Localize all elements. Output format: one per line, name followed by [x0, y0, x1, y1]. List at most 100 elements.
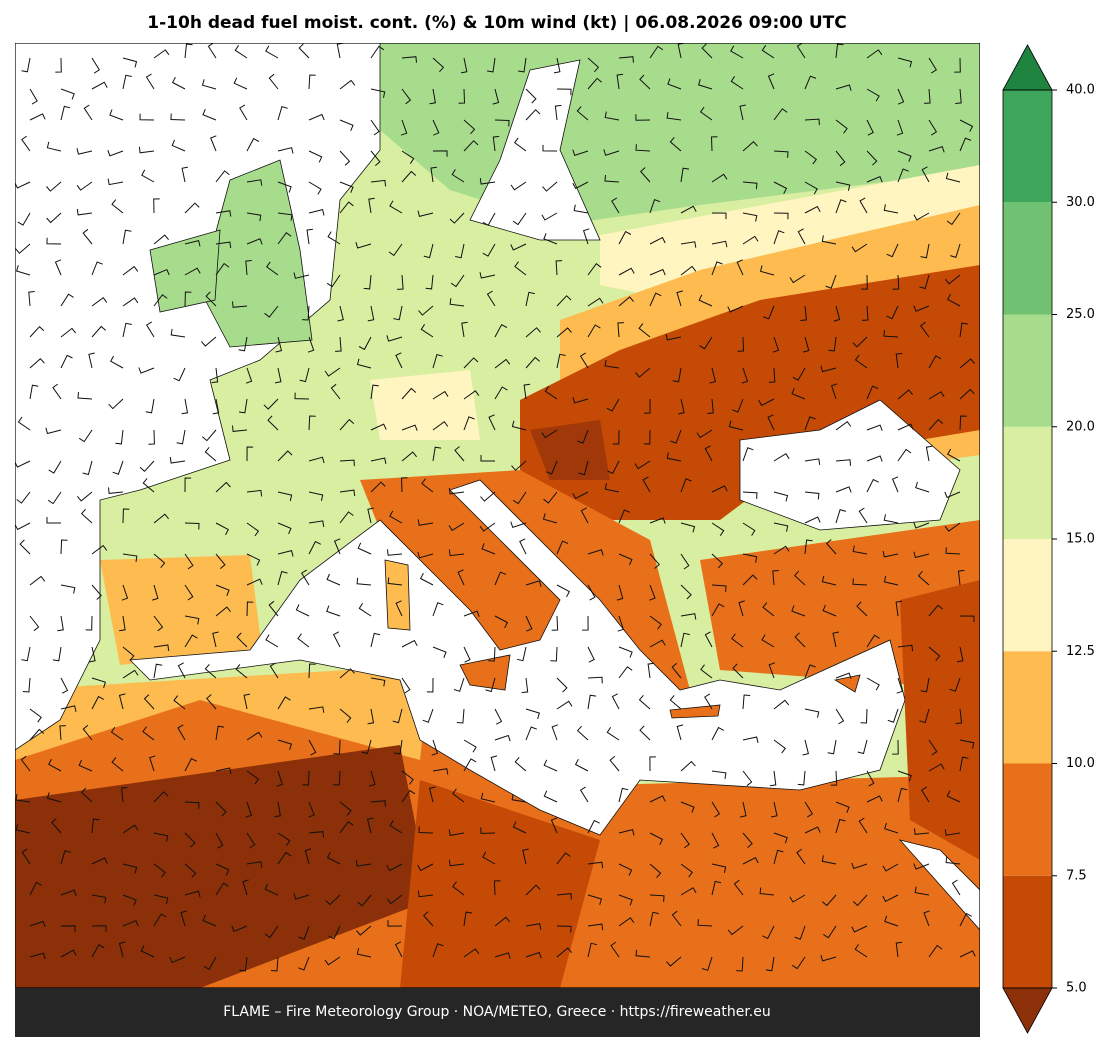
wind-barb — [455, 243, 465, 259]
wind-barb — [153, 863, 166, 878]
wind-barb — [153, 644, 170, 651]
wind-barb — [555, 260, 563, 276]
wind-barb — [852, 894, 868, 907]
wind-barb — [171, 76, 186, 90]
wind-barb — [541, 429, 558, 439]
wind-barb — [480, 491, 496, 502]
wind-barb — [769, 770, 777, 787]
wind-barb — [897, 448, 912, 462]
wind-barb — [215, 584, 230, 596]
wind-barb — [944, 491, 961, 499]
wind-barb — [54, 259, 62, 276]
wind-barb — [851, 925, 868, 933]
wind-barb — [638, 694, 651, 710]
wind-barb — [418, 305, 434, 316]
wind-barb — [417, 519, 434, 526]
wind-barb — [401, 387, 417, 400]
wind-barb — [173, 695, 186, 710]
wind-barb — [835, 486, 852, 493]
wind-barb — [142, 726, 155, 741]
wind-barb — [170, 113, 186, 121]
wind-barb — [773, 699, 790, 710]
colorbar-bin — [1003, 90, 1052, 203]
wind-barb — [389, 820, 403, 834]
wind-barb — [401, 424, 418, 431]
wind-barb — [773, 832, 788, 844]
wind-barb — [924, 88, 931, 104]
wind-barb — [264, 925, 279, 939]
wind-barb — [946, 790, 961, 803]
wind-barb — [202, 109, 217, 121]
wind-barb — [492, 135, 500, 152]
wind-barb — [742, 447, 754, 462]
wind-barb — [680, 632, 690, 648]
wind-barb — [866, 385, 879, 400]
wind-barb — [122, 646, 135, 661]
wind-barb — [635, 114, 651, 121]
wind-barb — [959, 950, 976, 958]
wind-barb — [170, 328, 186, 338]
wind-barb — [525, 923, 542, 930]
wind-barb — [29, 708, 42, 723]
wind-barb — [184, 615, 200, 625]
colorbar-tick-label: 40.0 — [1066, 83, 1095, 98]
wind-barb — [742, 491, 758, 499]
wind-barb — [201, 429, 217, 442]
wind-barb — [184, 553, 194, 570]
wind-barb — [270, 956, 279, 972]
wind-barb — [494, 916, 511, 927]
wind-barb — [450, 274, 465, 288]
wind-barb — [587, 262, 602, 276]
wind-barb — [463, 739, 477, 753]
colorbar-bin — [1003, 651, 1052, 764]
wind-barb — [680, 167, 690, 183]
wind-barb — [957, 569, 965, 586]
wind-barb — [739, 801, 747, 818]
wind-barb — [324, 956, 341, 966]
wind-barb — [928, 646, 941, 662]
wind-barb — [238, 398, 248, 414]
wind-barb — [618, 230, 632, 245]
wind-barb — [607, 460, 620, 475]
colorbar-bin — [1003, 202, 1052, 315]
wind-barb — [387, 549, 403, 556]
wind-barb — [678, 398, 685, 415]
wind-barb — [448, 487, 465, 495]
sea — [129, 479, 906, 836]
wind-barb — [711, 603, 725, 617]
wind-barb — [835, 84, 852, 91]
wind-barb — [618, 509, 630, 524]
wind-barb — [796, 848, 806, 865]
colorbar-tick-label: 10.0 — [1066, 756, 1095, 771]
wind-barb — [883, 575, 899, 586]
wind-barb — [696, 429, 713, 439]
wind-barb — [804, 664, 816, 679]
wind-barb — [680, 205, 697, 214]
wind-barb — [797, 770, 806, 786]
wind-barb — [883, 514, 899, 524]
wind-barb — [945, 547, 961, 555]
wind-barb — [215, 801, 227, 817]
wind-barb — [928, 119, 938, 136]
wind-barb — [860, 708, 868, 724]
wind-barb — [711, 801, 721, 818]
wind-barb — [108, 487, 124, 494]
wind-barb — [830, 770, 838, 786]
wind-barb — [822, 604, 837, 617]
wind-barb — [370, 119, 380, 136]
wind-barb — [215, 863, 230, 876]
wind-barb — [866, 150, 878, 166]
wind-barb — [617, 615, 625, 632]
wind-barb — [153, 294, 168, 307]
wind-barb — [711, 553, 724, 569]
wind-barb — [553, 57, 561, 74]
wind-barb — [522, 848, 529, 865]
wind-barb — [91, 81, 108, 90]
wind-barb — [246, 522, 260, 537]
wind-barb — [758, 398, 775, 407]
wind-barb — [851, 862, 868, 870]
wind-barb — [366, 817, 374, 834]
wind-barb — [184, 267, 201, 276]
wind-barb — [835, 43, 844, 59]
wind-barb — [401, 88, 412, 105]
